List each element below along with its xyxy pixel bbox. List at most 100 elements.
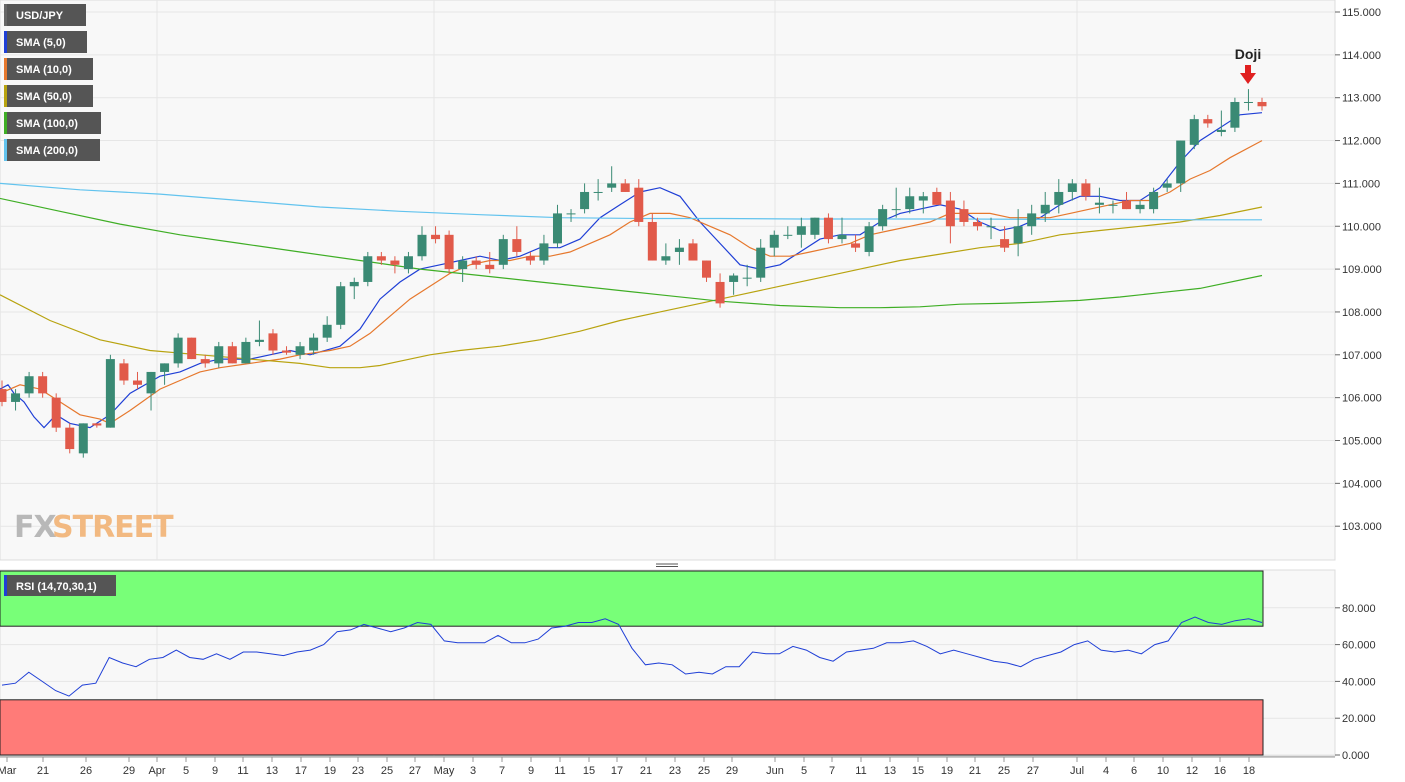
candle[interactable] <box>105 354 115 428</box>
candle[interactable] <box>688 239 698 261</box>
candle[interactable] <box>146 371 156 411</box>
candle[interactable] <box>742 264 752 287</box>
candle[interactable] <box>1013 209 1023 257</box>
candle[interactable] <box>227 341 237 364</box>
candle[interactable] <box>1243 89 1253 111</box>
candle[interactable] <box>891 187 901 218</box>
candle[interactable] <box>715 273 725 308</box>
pane-resize-handle[interactable] <box>656 563 678 567</box>
candle[interactable] <box>918 191 928 214</box>
candle[interactable] <box>336 281 346 330</box>
candle[interactable] <box>525 251 535 265</box>
candle[interactable] <box>539 234 549 265</box>
candle[interactable] <box>160 363 170 385</box>
candle[interactable] <box>674 239 684 265</box>
candle[interactable] <box>1176 140 1186 192</box>
legend-item[interactable]: USD/JPY <box>4 4 86 26</box>
candle[interactable] <box>241 337 251 364</box>
candle[interactable] <box>607 166 617 192</box>
candle[interactable] <box>851 234 861 252</box>
legend-item[interactable]: SMA (50,0) <box>4 85 93 107</box>
candle[interactable] <box>11 389 21 411</box>
candle[interactable] <box>254 320 264 347</box>
candle[interactable] <box>1081 179 1091 201</box>
candle[interactable] <box>1000 226 1010 252</box>
candle[interactable] <box>376 251 386 265</box>
candle[interactable] <box>1257 97 1267 111</box>
candle[interactable] <box>132 371 142 390</box>
legend-item[interactable]: SMA (5,0) <box>4 31 87 53</box>
candle[interactable] <box>200 354 210 368</box>
candle[interactable] <box>661 243 671 265</box>
candle[interactable] <box>1189 114 1199 150</box>
candle[interactable] <box>78 423 88 458</box>
candle[interactable] <box>322 316 332 342</box>
candle[interactable] <box>878 204 888 231</box>
candle[interactable] <box>485 251 495 274</box>
candle[interactable] <box>566 209 576 222</box>
candle[interactable] <box>783 226 793 240</box>
candle[interactable] <box>837 217 847 244</box>
candle[interactable] <box>945 191 955 244</box>
candle[interactable] <box>24 371 34 398</box>
candle[interactable] <box>1108 200 1118 214</box>
candle[interactable] <box>864 221 874 257</box>
candle[interactable] <box>702 260 712 282</box>
candle[interactable] <box>1216 110 1226 137</box>
candle[interactable] <box>38 371 48 398</box>
legend-item[interactable]: SMA (10,0) <box>4 58 93 80</box>
candle[interactable] <box>119 359 129 385</box>
candle[interactable] <box>444 230 454 274</box>
candle[interactable] <box>552 204 562 248</box>
candle[interactable] <box>769 230 779 257</box>
candle[interactable] <box>214 341 224 368</box>
candle[interactable] <box>471 256 481 270</box>
candle[interactable] <box>498 234 508 270</box>
candle[interactable] <box>390 256 400 274</box>
candle[interactable] <box>580 183 590 214</box>
candle[interactable] <box>1054 179 1064 214</box>
candle[interactable] <box>65 423 75 454</box>
candle[interactable] <box>593 179 603 201</box>
candle[interactable] <box>1230 97 1240 132</box>
candle[interactable] <box>634 179 644 227</box>
candle[interactable] <box>187 337 197 360</box>
candle[interactable] <box>1027 204 1037 235</box>
candle[interactable] <box>282 346 292 355</box>
candle[interactable] <box>417 226 427 261</box>
candle[interactable] <box>0 380 7 407</box>
candle[interactable] <box>1135 200 1145 214</box>
candle[interactable] <box>905 187 915 214</box>
candle[interactable] <box>1067 179 1077 201</box>
candle[interactable] <box>363 251 373 287</box>
candle[interactable] <box>51 393 61 432</box>
legend-item[interactable]: SMA (200,0) <box>4 139 100 161</box>
candle[interactable] <box>268 329 278 355</box>
candle[interactable] <box>1149 187 1159 214</box>
candle[interactable] <box>1203 114 1213 128</box>
candle[interactable] <box>823 213 833 244</box>
candle[interactable] <box>796 217 806 248</box>
main-chart-area[interactable] <box>0 0 1336 561</box>
candle[interactable] <box>620 179 630 192</box>
legend-item[interactable]: SMA (100,0) <box>4 112 101 134</box>
candle[interactable] <box>295 341 305 360</box>
candle[interactable] <box>756 239 766 282</box>
candle[interactable] <box>512 226 522 257</box>
candle[interactable] <box>458 256 468 282</box>
candle[interactable] <box>1040 191 1050 222</box>
candle[interactable] <box>729 273 739 295</box>
candle[interactable] <box>173 333 183 368</box>
candle[interactable] <box>309 333 319 355</box>
candle[interactable] <box>932 187 942 205</box>
candle[interactable] <box>92 423 102 428</box>
candle[interactable] <box>810 217 820 240</box>
candle[interactable] <box>986 217 996 240</box>
candle[interactable] <box>972 217 982 231</box>
candle[interactable] <box>431 226 441 244</box>
rsi-legend[interactable]: RSI (14,70,30,1) <box>4 575 116 596</box>
candle[interactable] <box>1162 179 1172 192</box>
candle[interactable] <box>349 277 359 300</box>
candle[interactable] <box>1122 191 1132 210</box>
candle[interactable] <box>647 213 657 261</box>
